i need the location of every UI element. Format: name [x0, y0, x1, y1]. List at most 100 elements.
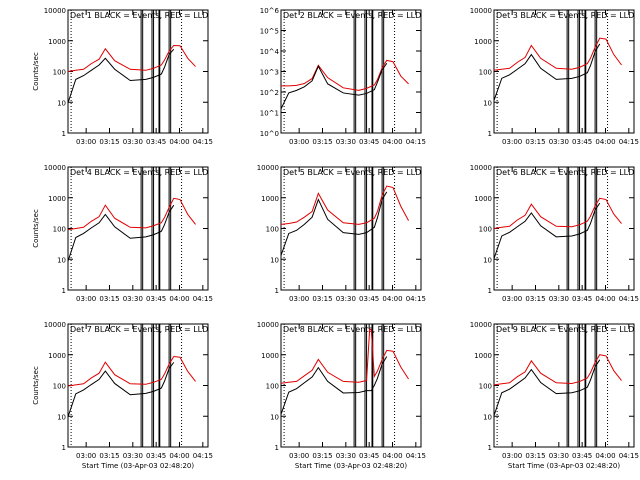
chart-title: Det 9 BLACK = Events, RED = LLD [496, 325, 634, 334]
y-tick-label: 10^3 [260, 69, 279, 77]
chart-title: Det 4 BLACK = Events, RED = LLD [70, 168, 208, 177]
y-axis-label: Counts/sec [32, 209, 40, 248]
series-line-lld [280, 185, 409, 225]
chart-panel-2: Det 2 BLACK = Events, RED = LLD 10^0 10^1 1… [260, 7, 426, 146]
x-tick-label: 04:15 [406, 452, 426, 460]
y-tick-label: 10000 [470, 164, 492, 172]
x-axis-label: Start Time (03-Apr-03 02:48:20) [295, 462, 407, 470]
y-tick-label: 1000 [48, 38, 66, 46]
y-tick-label: 10 [270, 256, 279, 264]
y-tick-label: 1 [275, 287, 279, 295]
y-tick-label: 10 [57, 413, 66, 421]
y-tick-label: 1000 [474, 352, 492, 360]
y-tick-label: 100 [266, 226, 279, 234]
x-tick-label: 04:00 [169, 295, 189, 303]
chart-title: Det 8 BLACK = Events, RED = LLD [283, 325, 421, 334]
y-tick-label: 100 [53, 383, 66, 391]
x-axis-label: Start Time (03-Apr-03 02:48:20) [508, 462, 620, 470]
y-tick-label: 10 [483, 413, 492, 421]
y-tick-label: 1000 [474, 38, 492, 46]
x-tick-label: 03:30 [549, 452, 569, 460]
x-tick-label: 04:00 [382, 138, 402, 146]
x-tick-label: 04:00 [595, 452, 615, 460]
y-tick-label: 1000 [261, 195, 279, 203]
y-tick-label: 10 [270, 413, 279, 421]
series-line-lld [493, 37, 622, 71]
y-tick-label: 10^1 [260, 110, 279, 118]
x-tick-label: 03:30 [549, 295, 569, 303]
y-tick-label: 10000 [44, 164, 66, 172]
y-tick-label: 100 [53, 226, 66, 234]
x-tick-label: 03:15 [525, 452, 545, 460]
series-line-events [67, 362, 175, 418]
chart-panel-9: Det 9 BLACK = Events, RED = LLD 1 10 100 100… [470, 321, 639, 470]
y-tick-label: 1000 [48, 195, 66, 203]
y-tick-label: 10 [483, 99, 492, 107]
x-tick-label: 03:15 [312, 295, 332, 303]
x-tick-label: 03:30 [123, 138, 143, 146]
x-tick-label: 04:00 [382, 452, 402, 460]
y-tick-label: 1 [488, 130, 492, 138]
y-tick-label: 1 [62, 287, 66, 295]
x-tick-label: 03:00 [76, 452, 96, 460]
y-tick-label: 1000 [261, 352, 279, 360]
x-tick-label: 03:30 [123, 295, 143, 303]
y-tick-label: 1 [488, 287, 492, 295]
x-tick-label: 03:15 [99, 138, 119, 146]
x-tick-label: 03:00 [76, 295, 96, 303]
y-tick-label: 10000 [257, 164, 279, 172]
x-tick-label: 03:45 [146, 452, 166, 460]
x-tick-label: 03:30 [123, 452, 143, 460]
x-tick-label: 03:45 [359, 295, 379, 303]
x-tick-label: 03:15 [312, 452, 332, 460]
x-tick-label: 03:15 [99, 295, 119, 303]
series-line-events [493, 202, 601, 259]
x-tick-label: 03:15 [525, 295, 545, 303]
y-tick-label: 10000 [257, 321, 279, 329]
chart-title: Det 3 BLACK = Events, RED = LLD [496, 11, 634, 20]
y-tick-label: 100 [479, 69, 492, 77]
chart-title: Det 2 BLACK = Events, RED = LLD [283, 11, 421, 20]
series-line-events [280, 356, 388, 415]
x-tick-label: 03:00 [502, 452, 522, 460]
y-axis-label: Counts/sec [32, 52, 40, 91]
y-tick-label: 100 [479, 383, 492, 391]
y-tick-label: 10^6 [260, 7, 280, 15]
x-tick-label: 03:30 [549, 138, 569, 146]
y-tick-label: 1000 [474, 195, 492, 203]
x-tick-label: 04:15 [619, 452, 639, 460]
chart-panel-5: Det 5 BLACK = Events, RED = LLD 1 10 100 100… [257, 164, 426, 303]
y-tick-label: 1000 [48, 352, 66, 360]
series-line-lld [493, 354, 622, 386]
x-tick-label: 04:00 [595, 295, 615, 303]
y-axis-label: Counts/sec [32, 366, 40, 405]
y-tick-label: 1 [62, 444, 66, 452]
x-tick-label: 04:00 [169, 138, 189, 146]
x-tick-label: 03:00 [502, 138, 522, 146]
series-line-events [67, 204, 175, 262]
chart-panel-4: Det 4 BLACK = Events, RED = LLD 1 10 100 100… [32, 164, 213, 303]
x-tick-label: 03:45 [359, 138, 379, 146]
x-tick-label: 04:15 [406, 138, 426, 146]
chart-panel-3: Det 3 BLACK = Events, RED = LLD 1 10 100 100… [470, 7, 639, 146]
x-tick-label: 04:00 [595, 138, 615, 146]
series-line-lld [281, 59, 409, 91]
x-tick-label: 03:30 [336, 295, 356, 303]
chart-panel-8: Det 8 BLACK = Events, RED = LLD 1 10 100 100… [257, 321, 426, 470]
y-tick-label: 10000 [470, 321, 492, 329]
x-tick-label: 04:00 [169, 452, 189, 460]
x-tick-label: 04:00 [382, 295, 402, 303]
x-tick-label: 03:45 [572, 138, 592, 146]
x-tick-label: 03:00 [76, 138, 96, 146]
y-tick-label: 10 [483, 256, 492, 264]
x-tick-label: 04:15 [619, 295, 639, 303]
x-tick-label: 04:15 [193, 295, 213, 303]
x-tick-label: 03:45 [572, 295, 592, 303]
y-tick-label: 100 [53, 69, 66, 77]
chart-panel-6: Det 6 BLACK = Events, RED = LLD 1 10 100 100… [470, 164, 639, 303]
x-tick-label: 03:45 [146, 138, 166, 146]
x-tick-label: 03:00 [289, 452, 309, 460]
series-line-lld [280, 328, 409, 384]
